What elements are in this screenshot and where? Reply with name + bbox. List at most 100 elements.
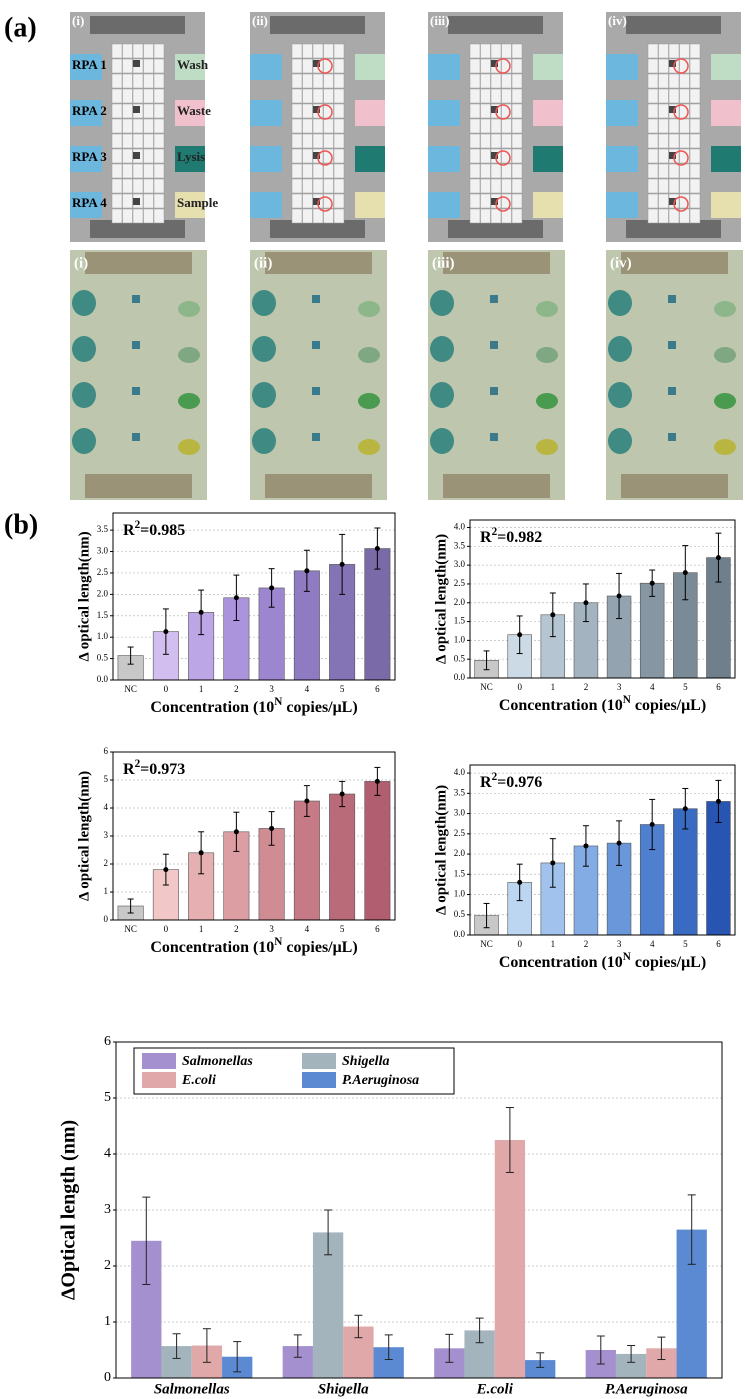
bar bbox=[640, 583, 664, 678]
cell bbox=[292, 134, 302, 148]
cell bbox=[144, 134, 154, 148]
cell bbox=[680, 164, 690, 178]
cell bbox=[123, 179, 133, 193]
y-tick-label: 3.0 bbox=[97, 546, 109, 556]
chip-label: Waste bbox=[177, 103, 211, 118]
cell bbox=[303, 59, 313, 73]
cell bbox=[648, 194, 658, 208]
x-tick-label: NC bbox=[480, 682, 493, 692]
reservoir bbox=[355, 146, 385, 172]
cell bbox=[502, 74, 512, 88]
x-tick-label: 4 bbox=[650, 939, 655, 949]
y-axis-label: Δ optical length(nm) bbox=[433, 785, 449, 915]
cell bbox=[133, 179, 143, 193]
photo-drop bbox=[490, 295, 498, 303]
cell bbox=[292, 119, 302, 133]
x-tick-label: 1 bbox=[199, 684, 204, 694]
cell bbox=[154, 149, 164, 163]
photo-strip bbox=[443, 252, 550, 274]
mean-dot bbox=[199, 850, 204, 855]
photo-drop bbox=[72, 336, 96, 362]
label-part: Concentration (10 bbox=[150, 699, 274, 716]
mean-dot bbox=[163, 867, 168, 872]
photo-drop bbox=[608, 336, 632, 362]
cell bbox=[491, 119, 501, 133]
x-tick-label: 2 bbox=[234, 684, 239, 694]
axis-label: Concentration (10N copies/μL) bbox=[150, 696, 357, 716]
photo-drop bbox=[536, 301, 558, 317]
cell bbox=[334, 194, 344, 208]
cell bbox=[324, 179, 334, 193]
mean-dot bbox=[617, 593, 622, 598]
photo-drop bbox=[536, 439, 558, 455]
photo-drop bbox=[608, 290, 632, 316]
reservoir bbox=[250, 146, 282, 172]
cell bbox=[470, 74, 480, 88]
cell bbox=[292, 209, 302, 223]
photo-drop bbox=[72, 382, 96, 408]
cell bbox=[334, 209, 344, 223]
cell bbox=[481, 134, 491, 148]
x-tick-label: E.coli bbox=[476, 1381, 514, 1397]
cell bbox=[470, 119, 480, 133]
cell bbox=[292, 74, 302, 88]
cell bbox=[690, 134, 700, 148]
photo-bg bbox=[428, 250, 565, 500]
electrode bbox=[448, 16, 543, 34]
cell bbox=[133, 89, 143, 103]
label-part: copies/μL) bbox=[282, 699, 357, 716]
cell-dark bbox=[133, 198, 140, 205]
reservoir bbox=[355, 100, 385, 126]
cell bbox=[133, 44, 143, 58]
cell bbox=[303, 164, 313, 178]
cell bbox=[334, 134, 344, 148]
y-axis-label: Δ optical length(nm) bbox=[76, 771, 92, 901]
label-part: R bbox=[123, 522, 135, 539]
cell bbox=[502, 164, 512, 178]
x-tick-label: NC bbox=[124, 924, 137, 934]
reservoir bbox=[606, 192, 638, 218]
x-tick-label: 5 bbox=[683, 682, 688, 692]
photo-strip bbox=[621, 474, 728, 498]
photo-drop bbox=[668, 433, 676, 441]
cell bbox=[112, 104, 122, 118]
photo-drop bbox=[536, 393, 558, 409]
photo-drop bbox=[490, 387, 498, 395]
x-tick-label: 5 bbox=[683, 939, 688, 949]
y-tick-label: 2.5 bbox=[454, 578, 466, 588]
mean-dot bbox=[617, 841, 622, 846]
cell bbox=[154, 59, 164, 73]
electrode bbox=[626, 16, 721, 34]
photo-drop bbox=[252, 336, 276, 362]
cell bbox=[669, 209, 679, 223]
photo-drop bbox=[714, 301, 736, 317]
photo-drop bbox=[536, 347, 558, 363]
axis-label: Concentration (10N copies/μL) bbox=[150, 936, 357, 956]
cell bbox=[144, 194, 154, 208]
y-tick-label: 2.5 bbox=[97, 567, 109, 577]
photo-drop bbox=[72, 428, 96, 454]
photo-drop bbox=[72, 290, 96, 316]
photo-drop bbox=[358, 347, 380, 363]
cell bbox=[648, 149, 658, 163]
cell bbox=[123, 59, 133, 73]
photo-strip bbox=[443, 474, 550, 498]
x-tick-label: 3 bbox=[269, 924, 274, 934]
y-tick-label: 5 bbox=[104, 774, 109, 784]
cell bbox=[512, 164, 522, 178]
x-tick-label: 6 bbox=[375, 924, 380, 934]
cell bbox=[502, 134, 512, 148]
cell bbox=[470, 149, 480, 163]
axis-label: Concentration (10N copies/μL) bbox=[499, 694, 706, 714]
cell bbox=[648, 209, 658, 223]
reservoir bbox=[606, 100, 638, 126]
cell bbox=[123, 44, 133, 58]
x-tick-label: 4 bbox=[305, 684, 310, 694]
cell bbox=[690, 104, 700, 118]
cell bbox=[690, 119, 700, 133]
y-tick-label: 2 bbox=[104, 858, 109, 868]
cell bbox=[292, 194, 302, 208]
mean-dot bbox=[650, 581, 655, 586]
cell bbox=[648, 89, 658, 103]
photo-drop bbox=[252, 428, 276, 454]
